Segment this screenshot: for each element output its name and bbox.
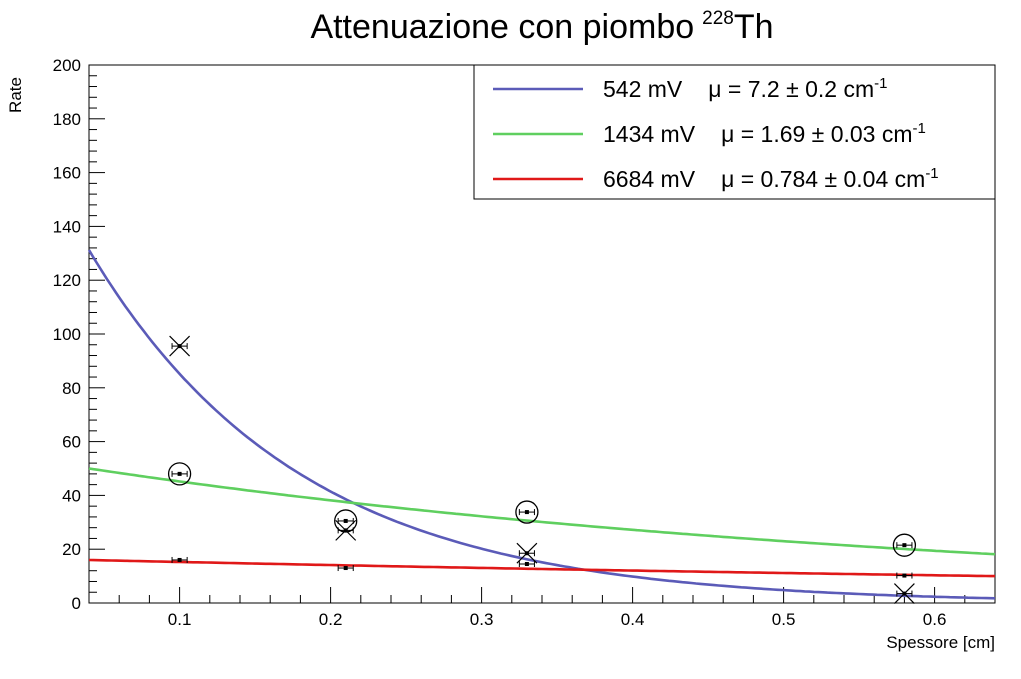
chart-title-suffix: Th (734, 8, 774, 46)
legend-mu-unit-exponent: -1 (874, 75, 887, 92)
x-tick-label: 0.4 (621, 610, 645, 629)
point-dot (524, 561, 529, 566)
y-tick-label: 0 (72, 594, 81, 613)
fit-curve (88, 558, 995, 578)
legend-mu-label: μ = 0.784 ± 0.04 cm (721, 166, 925, 192)
point-dot (524, 510, 529, 515)
point-dot (177, 557, 182, 562)
x-axis-label: Spessore [cm] (886, 633, 995, 652)
axis-ticks (88, 64, 996, 604)
y-tick-label: 140 (53, 217, 81, 236)
data-point (335, 519, 357, 541)
x-tick-label: 0.6 (923, 610, 947, 629)
legend-label: 1434 mV μ = 1.69 ± 0.03 cm-1 (603, 120, 926, 147)
legend-box (473, 64, 996, 200)
point-dot (177, 471, 182, 476)
legend-series-name: 6684 mV (603, 166, 696, 192)
y-tick-label: 120 (53, 271, 81, 290)
point-dot (343, 566, 348, 571)
chart-title-main: Attenuazione con piombo (310, 8, 694, 46)
point-dot (343, 518, 348, 523)
circle-marker (334, 509, 358, 533)
data-point (516, 542, 538, 564)
cross-marker (516, 542, 538, 564)
data-point (171, 556, 188, 563)
y-tick-label: 20 (62, 540, 81, 559)
x-tick-label: 0.5 (772, 610, 796, 629)
x-tick-label: 0.1 (168, 610, 192, 629)
data-point (892, 533, 917, 557)
x-tick-label: 0.3 (470, 610, 494, 629)
legend-series-name: 542 mV (603, 76, 683, 102)
fit-curve (87, 249, 996, 600)
legend-mu-unit-exponent: -1 (913, 120, 926, 137)
data-point (334, 509, 358, 533)
y-tick-label: 40 (62, 486, 81, 505)
circle-marker (892, 533, 917, 557)
x-tick-label: 0.2 (319, 610, 343, 629)
data-point (515, 500, 539, 524)
y-tick-label: 80 (62, 379, 81, 398)
legend-mu-label: μ = 7.2 ± 0.2 cm (708, 76, 874, 102)
data-point (169, 335, 191, 357)
chart-title: Attenuazione con piombo 228Th (310, 8, 773, 46)
legend-mu-label: μ = 1.69 ± 0.03 cm (721, 121, 912, 147)
cross-marker (893, 583, 915, 605)
cross-marker (335, 519, 357, 541)
point-dot (902, 543, 907, 548)
data-point (893, 583, 915, 605)
data-points (167, 335, 917, 605)
y-tick-label: 160 (53, 164, 81, 183)
legend-label: 6684 mV μ = 0.784 ± 0.04 cm-1 (603, 165, 939, 192)
data-point (896, 572, 913, 579)
chart-title-sup: 228 (702, 8, 734, 29)
y-tick-label: 180 (53, 110, 81, 129)
data-point (518, 560, 535, 567)
legend-series-name: 1434 mV (603, 121, 696, 147)
circle-marker (167, 462, 192, 486)
fit-curve (88, 467, 996, 556)
y-tick-label: 100 (53, 325, 81, 344)
cross-marker (169, 335, 191, 357)
legend-label: 542 mV μ = 7.2 ± 0.2 cm-1 (603, 75, 887, 102)
data-point (337, 565, 354, 572)
y-tick-label: 60 (62, 433, 81, 452)
fit-curves (87, 249, 996, 600)
legend-mu-unit-exponent: -1 (925, 165, 938, 182)
tick-labels: 0.1 0.2 0.3 0.4 0.5 0.6 0 20 40 60 80 100 120 140 160 1… (53, 56, 947, 629)
y-axis-label: Rate (6, 77, 25, 113)
point-dot (902, 573, 907, 578)
data-point (167, 462, 192, 486)
circle-marker (515, 500, 539, 524)
y-tick-label: 200 (53, 56, 81, 75)
